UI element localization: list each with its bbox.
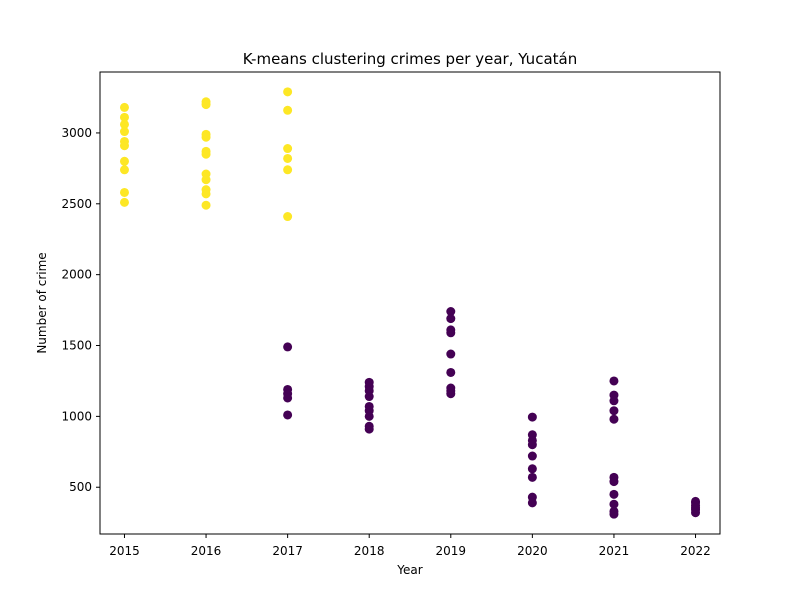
x-axis-ticks: 2015 2016 2017 2018 2019 2020 2021 2022 xyxy=(109,534,711,558)
x-axis-label: Year xyxy=(396,563,422,577)
data-point xyxy=(283,144,293,154)
data-point xyxy=(527,412,537,422)
data-point xyxy=(609,376,619,386)
data-point xyxy=(446,328,456,338)
data-point xyxy=(446,349,456,359)
data-points xyxy=(119,87,701,519)
plot-frame xyxy=(99,71,721,535)
data-point xyxy=(283,342,293,352)
x-tick-label: 2016 xyxy=(191,544,222,558)
data-point xyxy=(527,440,537,450)
x-tick-label: 2018 xyxy=(354,544,385,558)
y-tick-label: 2000 xyxy=(61,268,92,282)
data-point xyxy=(119,119,129,129)
x-tick-label: 2022 xyxy=(680,544,711,558)
data-point xyxy=(609,489,619,499)
data-point xyxy=(446,367,456,377)
data-point xyxy=(119,197,129,207)
data-point xyxy=(609,499,619,509)
data-point xyxy=(609,406,619,416)
data-point xyxy=(446,307,456,317)
x-tick-label: 2019 xyxy=(436,544,467,558)
data-point xyxy=(283,212,293,222)
data-point xyxy=(364,424,374,434)
x-tick-label: 2020 xyxy=(517,544,548,558)
data-point xyxy=(201,175,211,185)
chart-title: K-means clustering crimes per year, Yuca… xyxy=(243,50,577,68)
x-tick-label: 2021 xyxy=(599,544,630,558)
data-point xyxy=(691,508,701,518)
data-point xyxy=(609,509,619,519)
data-point xyxy=(119,112,129,122)
data-point xyxy=(283,393,293,403)
y-tick-label: 3000 xyxy=(61,126,92,140)
x-tick-label: 2015 xyxy=(109,544,140,558)
data-point xyxy=(364,392,374,402)
data-point xyxy=(527,498,537,508)
data-point xyxy=(527,464,537,474)
y-tick-label: 1500 xyxy=(61,339,92,353)
y-tick-label: 1000 xyxy=(61,409,92,423)
y-tick-label: 500 xyxy=(69,480,92,494)
data-point xyxy=(446,389,456,399)
data-point xyxy=(609,414,619,424)
data-point xyxy=(527,451,537,461)
data-point xyxy=(283,410,293,420)
data-point xyxy=(283,105,293,115)
data-point xyxy=(201,132,211,142)
data-point xyxy=(609,477,619,487)
data-point xyxy=(201,149,211,159)
data-point xyxy=(119,127,129,137)
data-point xyxy=(201,200,211,210)
data-point xyxy=(119,187,129,197)
data-point xyxy=(119,102,129,112)
data-point xyxy=(609,396,619,406)
data-point xyxy=(119,165,129,175)
data-point xyxy=(201,189,211,199)
y-tick-label: 2500 xyxy=(61,197,92,211)
data-point xyxy=(364,411,374,421)
data-point xyxy=(446,314,456,324)
data-point xyxy=(283,165,293,175)
data-point xyxy=(283,153,293,163)
data-point xyxy=(201,100,211,110)
data-point xyxy=(283,87,293,97)
data-point xyxy=(119,156,129,166)
data-point xyxy=(527,472,537,482)
y-axis-ticks: 500 1000 1500 2000 2500 3000 xyxy=(61,126,100,494)
y-axis-label: Number of crime xyxy=(35,252,49,353)
data-point xyxy=(119,141,129,151)
x-tick-label: 2017 xyxy=(272,544,303,558)
